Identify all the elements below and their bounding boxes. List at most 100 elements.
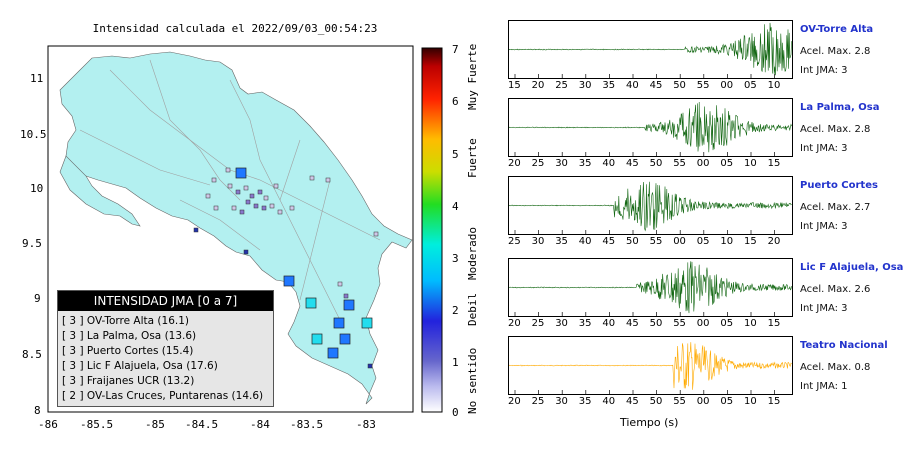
waveform — [508, 181, 792, 234]
station-jma: Int JMA: 1 — [800, 381, 848, 392]
intensity-legend: INTENSIDAD JMA [0 a 7] [ 3 ] OV-Torre Al… — [57, 290, 274, 407]
colorbar-tick: 4 — [452, 200, 459, 213]
y-tick: 9.5 — [22, 237, 42, 250]
trace-panel — [508, 258, 793, 317]
station-jma: Int JMA: 3 — [800, 143, 848, 154]
station-accel: Acel. Max. 2.6 — [800, 284, 871, 295]
x-tick-label: 45 — [626, 396, 639, 407]
x-tick: -85 — [145, 418, 165, 431]
y-tick: 8 — [34, 404, 41, 417]
time-axis-label: Tiempo (s) — [620, 416, 679, 429]
colorbar-label: Debil — [466, 292, 479, 326]
x-tick-label: 55 — [673, 318, 686, 329]
station-name: Teatro Nacional — [800, 340, 888, 351]
colorbar-tick: 0 — [452, 406, 459, 419]
x-tick-label: 40 — [626, 80, 639, 91]
station-name: Lic F Alajuela, Osa — [800, 262, 904, 273]
x-tick-label: 25 — [531, 318, 545, 329]
station-accel: Acel. Max. 2.8 — [800, 124, 871, 135]
station-name: OV-Torre Alta — [800, 24, 874, 35]
x-tick-label: 20 — [508, 158, 521, 169]
x-tick-label: 25 — [531, 396, 545, 407]
x-tick-label: 10 — [767, 80, 781, 91]
x-tick-label: 50 — [673, 80, 686, 91]
x-tick-label: 20 — [531, 80, 545, 91]
x-tick: -83.5 — [290, 418, 324, 431]
station-accel: Acel. Max. 2.7 — [800, 202, 871, 213]
x-tick-label: 35 — [578, 396, 592, 407]
colorbar-tick: 1 — [452, 356, 459, 369]
minor-stations — [193, 167, 379, 369]
colorbar-label: Fuerte — [466, 138, 479, 178]
station-jma: Int JMA: 3 — [800, 221, 848, 232]
x-tick-label: 15 — [767, 396, 781, 407]
waveform — [508, 101, 792, 156]
major-stations — [235, 167, 373, 359]
station-accel: Acel. Max. 0.8 — [800, 362, 871, 373]
trace-panel — [508, 336, 793, 395]
station-jma: Int JMA: 3 — [800, 303, 848, 314]
waveform-line — [508, 342, 792, 390]
x-tick-label: 50 — [649, 158, 663, 169]
waveform-line — [508, 22, 792, 76]
y-tick: 8.5 — [22, 348, 42, 361]
x-tick-label: 30 — [531, 236, 545, 247]
x-tick-label: 15 — [767, 318, 781, 329]
colorbar-tick: 5 — [452, 148, 459, 161]
colorbar-label: No sentido — [466, 347, 479, 414]
x-tick-label: 05 — [720, 396, 734, 407]
x-tick-label: 15 — [744, 236, 757, 247]
x-tick-label: 05 — [744, 80, 757, 91]
waveform-line — [508, 261, 792, 314]
x-tick-label: 35 — [602, 80, 616, 91]
colorbar-tick: 6 — [452, 95, 459, 108]
x-tick-label: 40 — [602, 158, 616, 169]
station-name: Puerto Cortes — [800, 180, 878, 191]
colorbar-tick: 7 — [452, 43, 459, 56]
x-tick-label: 00 — [696, 158, 710, 169]
x-tick-label: 50 — [626, 236, 639, 247]
x-tick-label: 00 — [720, 80, 734, 91]
x-tick-label: 55 — [673, 396, 686, 407]
legend-row: [ 2 ] OV-Las Cruces, Puntarenas (14.6) — [62, 390, 264, 402]
x-tick: -86 — [38, 418, 58, 431]
trace-panel — [508, 98, 793, 157]
x-tick-label: 55 — [696, 80, 710, 91]
legend-row: [ 3 ] Puerto Cortes (15.4) — [62, 345, 194, 357]
legend-row: [ 3 ] Lic F Alajuela, Osa (17.6) — [62, 360, 218, 372]
x-tick-label: 15 — [508, 80, 521, 91]
legend-row: [ 3 ] OV-Torre Alta (16.1) — [62, 315, 189, 327]
x-tick-label: 25 — [531, 158, 545, 169]
x-tick: -84 — [250, 418, 270, 431]
legend-row: [ 3 ] Fraijanes UCR (13.2) — [62, 375, 195, 387]
x-tick: -85.5 — [80, 418, 114, 431]
x-tick-label: 35 — [578, 318, 592, 329]
waveform — [508, 342, 792, 394]
x-tick-label: 30 — [555, 318, 568, 329]
x-tick-label: 45 — [602, 236, 616, 247]
x-tick-label: 00 — [696, 318, 710, 329]
x-tick-label: 05 — [720, 318, 734, 329]
x-tick-label: 25 — [555, 80, 568, 91]
y-tick: 11 — [30, 72, 44, 85]
x-tick-label: 55 — [649, 236, 663, 247]
x-tick-label: 10 — [744, 396, 757, 407]
y-tick: 10 — [30, 182, 44, 195]
x-tick-label: 35 — [555, 236, 568, 247]
colorbar — [421, 47, 443, 413]
trace-panel — [508, 176, 793, 235]
y-tick: 10.5 — [20, 128, 47, 141]
y-tick: 9 — [34, 292, 41, 305]
x-tick-label: 20 — [508, 318, 521, 329]
waveform — [508, 261, 792, 316]
colorbar-label: Muy Fuerte — [466, 43, 479, 110]
trace-panel — [508, 20, 793, 79]
x-tick-label: 55 — [673, 158, 686, 169]
x-tick-label: 10 — [720, 236, 734, 247]
x-tick-label: 25 — [508, 236, 521, 247]
x-tick-label: 10 — [744, 318, 757, 329]
x-tick-label: 15 — [767, 158, 781, 169]
x-tick-label: 35 — [578, 158, 592, 169]
map-title: Intensidad calculada el 2022/09/03_00:54… — [92, 22, 378, 35]
nicoya-peninsula — [59, 155, 141, 227]
